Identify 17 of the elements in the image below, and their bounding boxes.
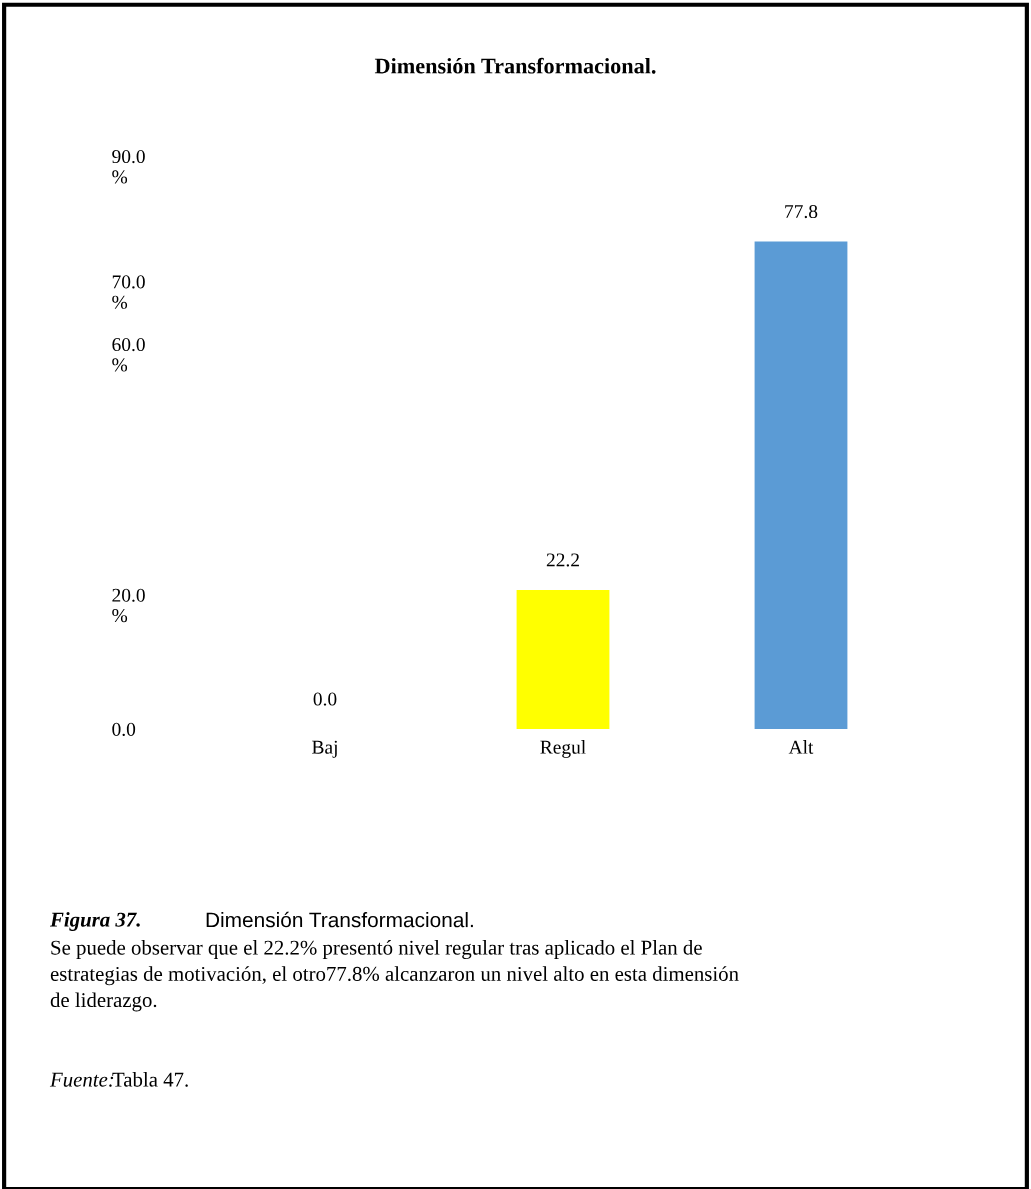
y-tick-label: 70.0 % bbox=[112, 275, 145, 309]
text: Se puede observar que el 22.2% presentó nivel regular tras aplicado el Plan de estrategias de motivación, el otro77.8% alcanzaron un nivel alto en esta dimensión de liderazgo. bbox=[50, 940, 739, 1012]
data-label: 77.8 bbox=[785, 204, 818, 219]
text: Figura 37. bbox=[49, 912, 140, 931]
source-note: Fuente: bbox=[49, 1072, 114, 1087]
y-tick-label: 0.0 bbox=[112, 722, 136, 737]
text: Tabla 47. bbox=[112, 1072, 188, 1087]
x-tick-label: Regul bbox=[540, 740, 586, 758]
y-tick-label: 60.0 % bbox=[112, 338, 145, 372]
data-label: 22.2 bbox=[546, 553, 579, 567]
x-tick-label: Alt bbox=[788, 740, 814, 754]
data-label: 0.0 bbox=[313, 692, 337, 706]
y-tick-label: 90.0 % bbox=[112, 150, 145, 184]
y-tick-label: 20.0 % bbox=[112, 588, 145, 623]
text: Dimensión Transformacional. bbox=[206, 911, 473, 928]
x-tick-label: Baj bbox=[312, 740, 337, 758]
chart-title: Dimensión Transformacional. bbox=[374, 57, 656, 74]
